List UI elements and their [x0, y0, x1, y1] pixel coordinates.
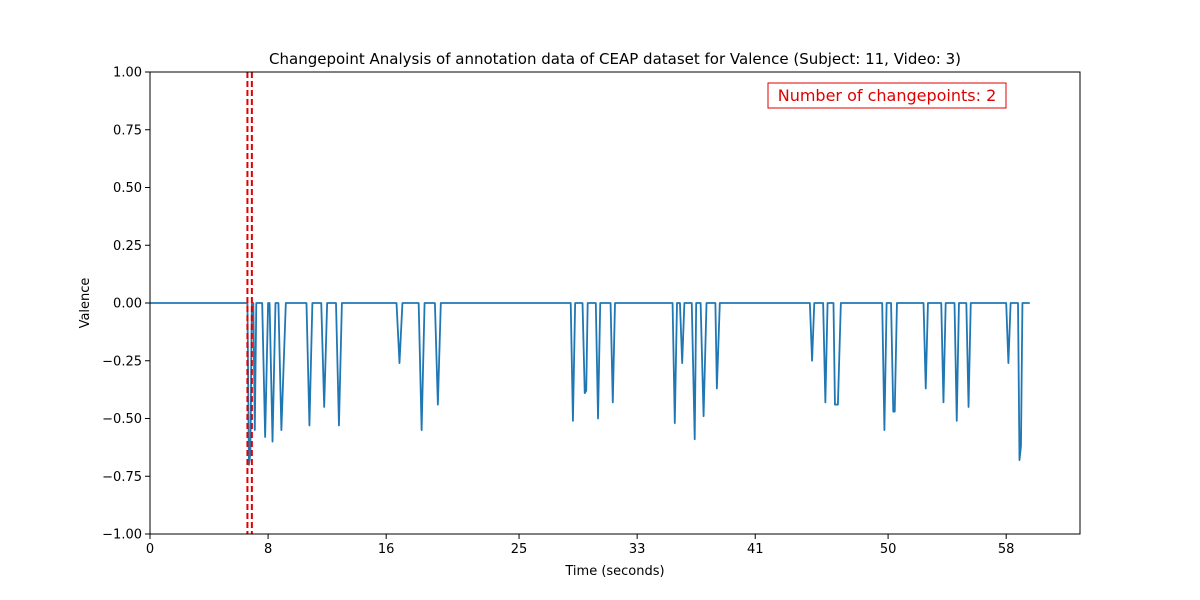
x-tick-label: 58 — [998, 542, 1015, 557]
y-axis-label: Valence — [78, 278, 93, 329]
changepoint-count-annotation: Number of changepoints: 2 — [767, 82, 1007, 109]
x-axis-label: Time (seconds) — [564, 564, 664, 579]
annotation-box — [767, 82, 1007, 109]
x-tick-label: 0 — [146, 542, 154, 557]
x-tick-label: 16 — [378, 542, 395, 557]
y-tick-label: −1.00 — [102, 528, 142, 543]
y-tick-label: −0.50 — [102, 412, 142, 427]
x-tick-label: 50 — [880, 542, 897, 557]
y-tick-label: 0.25 — [113, 239, 142, 254]
chart-title: Changepoint Analysis of annotation data … — [269, 50, 961, 68]
y-tick-label: 0.50 — [113, 181, 142, 196]
y-tick-label: 0.00 — [113, 297, 142, 312]
x-tick-label: 41 — [747, 542, 764, 557]
x-tick-label: 8 — [264, 542, 272, 557]
annotation-text: Number of changepoints: 2 — [778, 86, 997, 105]
y-tick-label: 0.75 — [113, 123, 142, 138]
y-tick-label: −0.25 — [102, 354, 142, 369]
x-tick-label: 25 — [511, 542, 528, 557]
valence-series-line-0 — [150, 302, 1030, 466]
y-tick-label: 1.00 — [113, 66, 142, 81]
y-tick-label: −0.75 — [102, 470, 142, 485]
x-tick-label: 33 — [629, 542, 646, 557]
